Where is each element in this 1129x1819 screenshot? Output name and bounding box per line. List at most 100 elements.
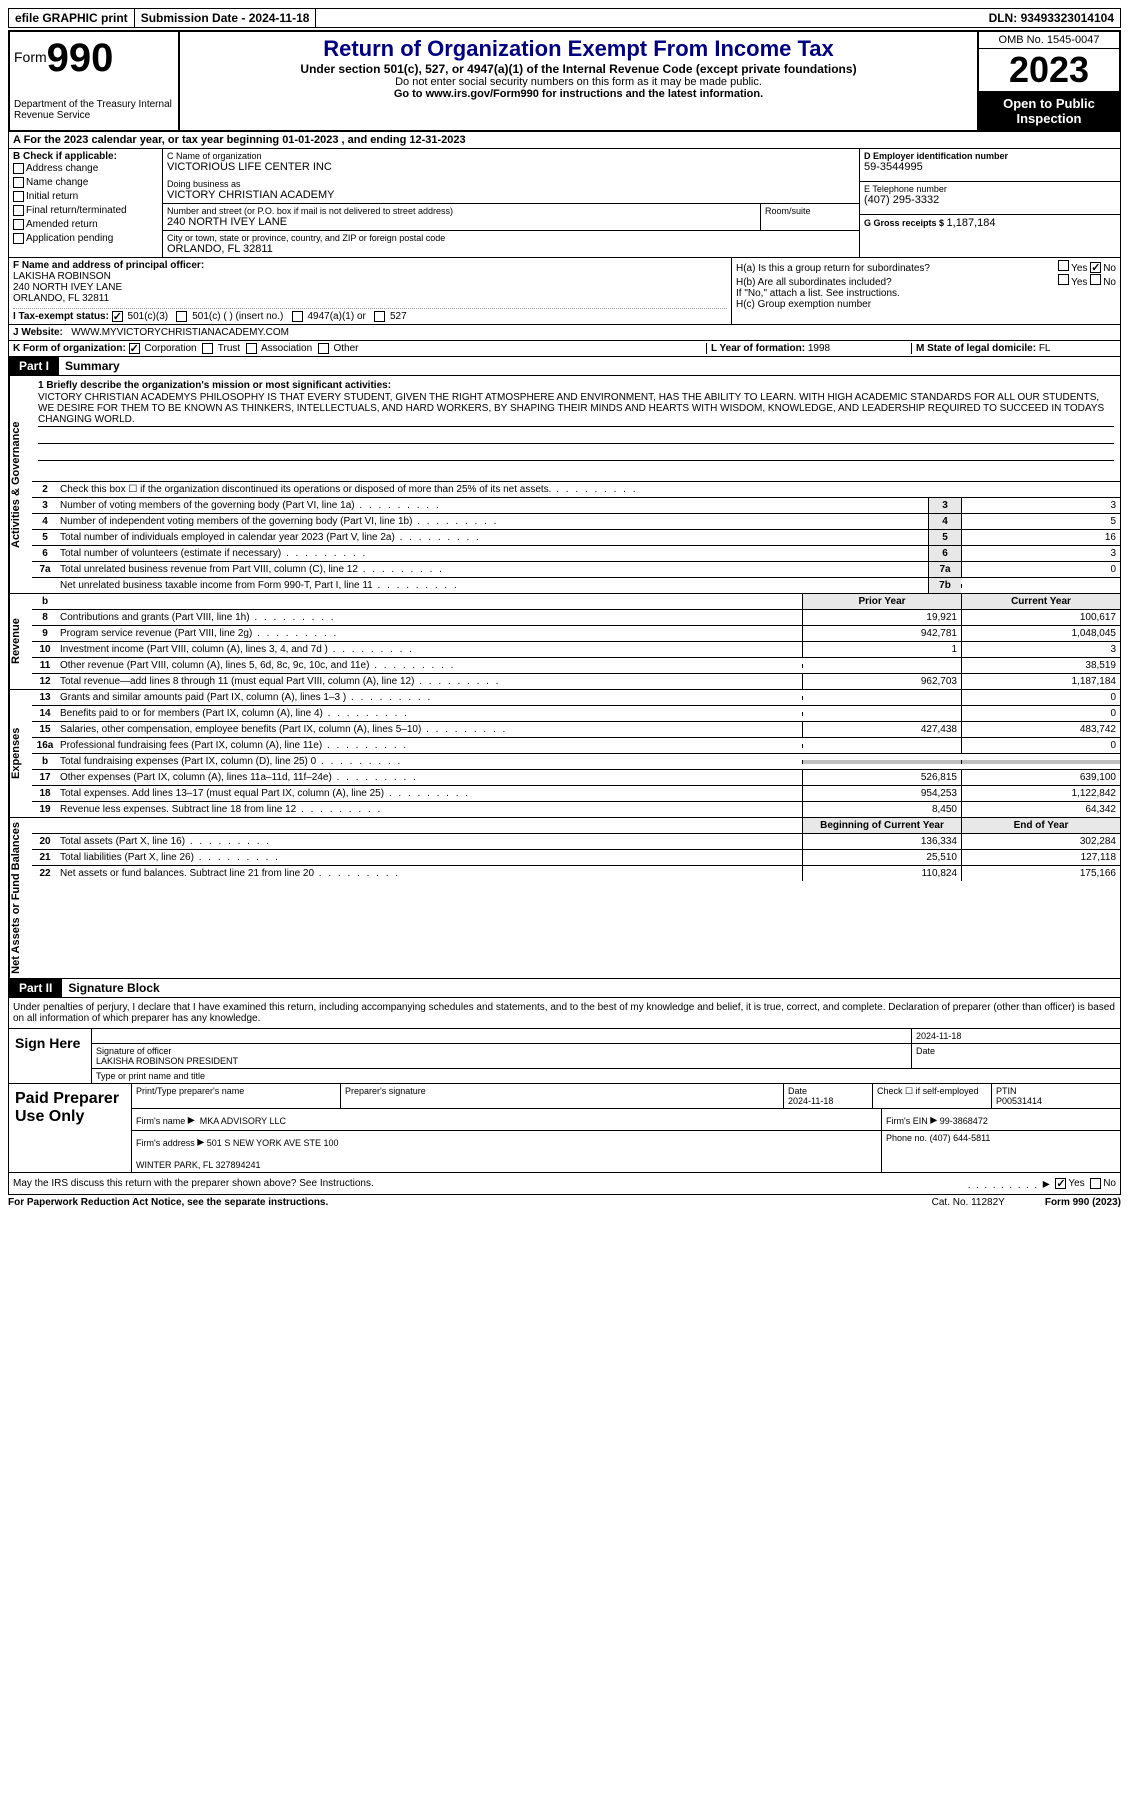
summary-line: 3 Number of voting members of the govern… [32, 498, 1120, 514]
title-block: Return of Organization Exempt From Incom… [180, 32, 977, 130]
efile-label: efile GRAPHIC print [9, 9, 135, 27]
ha-no[interactable] [1090, 262, 1101, 273]
check-amended[interactable]: Amended return [13, 218, 158, 232]
firm-phone: (407) 644-5811 [930, 1133, 991, 1143]
check-527[interactable] [374, 311, 385, 322]
expenses-section: Expenses 13 Grants and similar amounts p… [8, 690, 1121, 818]
summary-line: 21 Total liabilities (Part X, line 26) 2… [32, 850, 1120, 866]
top-bar: efile GRAPHIC print Submission Date - 20… [8, 8, 1121, 28]
prior-year-header: Prior Year [802, 594, 961, 609]
cat-no: Cat. No. 11282Y [932, 1197, 1005, 1208]
org-name: VICTORIOUS LIFE CENTER INC [167, 161, 855, 173]
summary-line: 19 Revenue less expenses. Subtract line … [32, 802, 1120, 817]
form-goto: Go to www.irs.gov/Form990 for instructio… [184, 88, 973, 100]
summary-line: 22 Net assets or fund balances. Subtract… [32, 866, 1120, 881]
ptin: P00531414 [996, 1096, 1042, 1106]
section-a: A For the 2023 calendar year, or tax yea… [8, 132, 1121, 149]
part1-header: Part I Summary [8, 357, 1121, 376]
summary-line: 11 Other revenue (Part VIII, column (A),… [32, 658, 1120, 674]
summary-line: 13 Grants and similar amounts paid (Part… [32, 690, 1120, 706]
tax-exempt-row: I Tax-exempt status: 501(c)(3) 501(c) ( … [13, 311, 727, 322]
officer-signature: LAKISHA ROBINSON PRESIDENT [96, 1056, 907, 1066]
officer-name: LAKISHA ROBINSON [13, 271, 727, 282]
officer-block: F Name and address of principal officer:… [13, 260, 727, 309]
year-block: OMB No. 1545-0047 2023 Open to Public In… [977, 32, 1119, 130]
mission-block: 1 Briefly describe the organization's mi… [32, 376, 1120, 482]
dln: DLN: 93493323014104 [983, 9, 1120, 27]
summary-line: 2 Check this box ☐ if the organization d… [32, 482, 1120, 498]
website-row: J Website: WWW.MYVICTORYCHRISTIANACADEMY… [8, 325, 1121, 341]
group-return-block: H(a) Is this a group return for subordin… [732, 258, 1120, 324]
summary-line: 7a Total unrelated business revenue from… [32, 562, 1120, 578]
firm-address2: WINTER PARK, FL 327894241 [136, 1160, 261, 1170]
website-url: WWW.MYVICTORYCHRISTIANACADEMY.COM [71, 327, 289, 338]
check-501c3[interactable] [112, 311, 123, 322]
check-other[interactable] [318, 343, 329, 354]
check-corp[interactable] [129, 343, 140, 354]
discuss-row: May the IRS discuss this return with the… [8, 1173, 1121, 1195]
entity-info-grid: B Check if applicable: Address change Na… [8, 149, 1121, 258]
firm-ein: 99-3868472 [940, 1116, 988, 1126]
submission-date: Submission Date - 2024-11-18 [135, 9, 317, 27]
summary-line: b Total fundraising expenses (Part IX, c… [32, 754, 1120, 770]
public-inspection: Open to Public Inspection [979, 92, 1119, 130]
check-name-change[interactable]: Name change [13, 176, 158, 190]
discuss-no[interactable] [1090, 1178, 1101, 1189]
summary-line: 12 Total revenue—add lines 8 through 11 … [32, 674, 1120, 689]
discuss-yes[interactable] [1055, 1178, 1066, 1189]
summary-line: 9 Program service revenue (Part VIII, li… [32, 626, 1120, 642]
street-address: 240 NORTH IVEY LANE [167, 216, 756, 228]
summary-line: 5 Total number of individuals employed i… [32, 530, 1120, 546]
governance-section: Activities & Governance 1 Briefly descri… [8, 376, 1121, 594]
officer-tax-block: F Name and address of principal officer:… [8, 258, 1121, 325]
phone-value: (407) 295-3332 [864, 194, 1116, 206]
firm-name: MKA ADVISORY LLC [200, 1116, 286, 1126]
form-id-block: Form990 Department of the Treasury Inter… [10, 32, 180, 130]
summary-line: 20 Total assets (Part X, line 16) 136,33… [32, 834, 1120, 850]
check-app-pending[interactable]: Application pending [13, 232, 158, 246]
current-year-header: Current Year [961, 594, 1120, 609]
sign-date: 2024-11-18 [912, 1029, 1120, 1043]
year-formation: 1998 [808, 343, 830, 354]
part2-header: Part II Signature Block [8, 979, 1121, 998]
side-netassets: Net Assets or Fund Balances [9, 818, 32, 978]
org-form-row: K Form of organization: Corporation Trus… [8, 341, 1121, 357]
paperwork-notice: For Paperwork Reduction Act Notice, see … [8, 1197, 328, 1208]
side-expenses: Expenses [9, 690, 32, 817]
summary-line: 14 Benefits paid to or for members (Part… [32, 706, 1120, 722]
form-title: Return of Organization Exempt From Incom… [184, 36, 973, 62]
form-subtitle: Under section 501(c), 527, or 4947(a)(1)… [184, 62, 973, 76]
tax-year: 2023 [979, 49, 1119, 92]
check-4947[interactable] [292, 311, 303, 322]
sign-here-block: Sign Here 2024-11-18 Signature of office… [8, 1029, 1121, 1084]
check-final-return[interactable]: Final return/terminated [13, 204, 158, 218]
city-state-zip: ORLANDO, FL 32811 [167, 243, 855, 255]
check-initial-return[interactable]: Initial return [13, 190, 158, 204]
firm-address1: 501 S NEW YORK AVE STE 100 [207, 1138, 339, 1148]
summary-line: Net unrelated business taxable income fr… [32, 578, 1120, 593]
end-year-header: End of Year [961, 818, 1120, 833]
check-address-change[interactable]: Address change [13, 162, 158, 176]
check-501c[interactable] [176, 311, 187, 322]
side-governance: Activities & Governance [9, 376, 32, 593]
summary-line: 16a Professional fundraising fees (Part … [32, 738, 1120, 754]
col-c-name-block: C Name of organization VICTORIOUS LIFE C… [163, 149, 859, 257]
summary-line: 18 Total expenses. Add lines 13–17 (must… [32, 786, 1120, 802]
summary-line: 17 Other expenses (Part IX, column (A), … [32, 770, 1120, 786]
state-domicile: FL [1039, 343, 1051, 354]
form-note: Do not enter social security numbers on … [184, 76, 973, 88]
prep-date: 2024-11-18 [788, 1096, 833, 1106]
check-trust[interactable] [202, 343, 213, 354]
room-suite: Room/suite [761, 204, 859, 230]
paid-preparer-block: Paid Preparer Use Only Print/Type prepar… [8, 1084, 1121, 1173]
ha-yes[interactable] [1058, 260, 1069, 271]
gross-receipts: 1,187,184 [947, 217, 996, 229]
hb-no[interactable] [1090, 274, 1101, 285]
check-assoc[interactable] [246, 343, 257, 354]
summary-line: 15 Salaries, other compensation, employe… [32, 722, 1120, 738]
netassets-section: Net Assets or Fund Balances Beginning of… [8, 818, 1121, 979]
summary-line: 8 Contributions and grants (Part VIII, l… [32, 610, 1120, 626]
mission-text: VICTORY CHRISTIAN ACADEMYS PHILOSOPHY IS… [38, 391, 1114, 427]
self-employed-check[interactable]: Check ☐ if self-employed [873, 1084, 992, 1108]
hb-yes[interactable] [1058, 274, 1069, 285]
